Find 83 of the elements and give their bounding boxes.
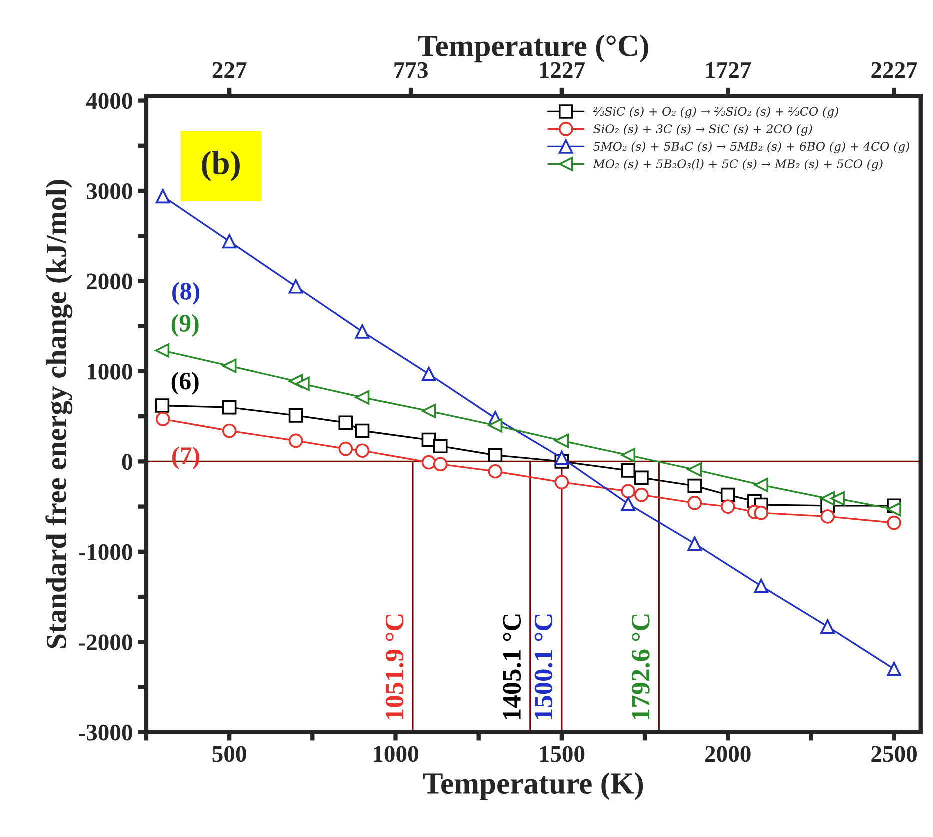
point — [155, 398, 170, 413]
point — [621, 484, 636, 499]
legend-label: SiO₂ (s) + 3C (s) → SiC (s) + 2CO (g) — [594, 124, 812, 136]
point — [222, 234, 237, 249]
x-tick-label: 2500 — [872, 746, 917, 762]
point — [754, 478, 768, 492]
x2-tick-label: 1227 — [540, 62, 585, 78]
ref-line-label: 1500.1 °C — [534, 614, 553, 720]
point — [621, 448, 636, 463]
point — [688, 536, 702, 551]
point — [488, 464, 503, 479]
x-tick-label: 2000 — [705, 746, 751, 762]
point — [288, 279, 304, 294]
point — [155, 344, 170, 358]
y-tick-label: 1000 — [88, 364, 132, 380]
point — [355, 424, 370, 438]
point — [554, 475, 570, 490]
x-tick-label: 500 — [212, 746, 246, 762]
x-tick-label: 1000 — [374, 746, 418, 762]
x2-tick-label: 1727 — [706, 62, 752, 78]
x2-tick-label: 2227 — [872, 62, 918, 78]
annotation: (b) — [202, 151, 240, 182]
point — [222, 358, 237, 374]
point — [338, 442, 354, 456]
point — [422, 455, 436, 470]
point — [222, 424, 237, 438]
point — [355, 444, 370, 458]
y-tick-label: 3000 — [86, 183, 132, 200]
legend-label: ⅔SiC (s) + O₂ (g) → ⅔SiO₂ (s) + ⅔CO (g) — [593, 106, 838, 118]
point — [688, 478, 702, 494]
point — [621, 496, 636, 512]
y-axis-title: Standard free energy change (kJ/mol) — [46, 180, 73, 648]
x-axis-title: Temperature (K) — [423, 772, 644, 800]
point — [222, 400, 237, 415]
point — [488, 418, 503, 433]
point — [422, 404, 436, 418]
x2-axis-title: Temperature (°C) — [418, 34, 648, 63]
point — [156, 412, 170, 426]
point — [296, 376, 310, 392]
point — [288, 408, 304, 423]
point — [634, 488, 649, 502]
point — [355, 324, 370, 339]
point — [433, 457, 448, 472]
legend-label: MO₂ (s) + 5B₂O₃(l) + 5C (s) → MB₂ (s) + 5CO (g) — [593, 159, 883, 171]
point — [820, 620, 835, 634]
point — [754, 506, 768, 520]
point — [554, 450, 570, 466]
point — [887, 516, 902, 530]
point — [820, 510, 835, 524]
point — [156, 189, 170, 204]
point — [887, 662, 902, 676]
y-tick-label: 0 — [122, 454, 132, 470]
point — [433, 439, 448, 454]
x-tick-label: 1500 — [540, 746, 585, 762]
ref-line-label: 1405.1 °C — [503, 614, 522, 720]
ref-line-label: 1792.6 °C — [632, 614, 650, 720]
point — [488, 448, 503, 463]
point — [338, 416, 354, 430]
y-tick-label: -1000 — [79, 544, 132, 560]
point — [720, 500, 736, 514]
y-tick-label: 2000 — [87, 274, 132, 290]
point — [688, 496, 702, 510]
legend-label: 5MO₂ (s) + 5B₄C (s) → 5MB₂ (s) + 6BO (g) + 4CO (g) — [594, 142, 910, 154]
point — [830, 492, 845, 506]
y-tick-label: -2000 — [79, 634, 132, 651]
point — [554, 434, 570, 448]
point — [288, 434, 304, 448]
point — [887, 502, 902, 517]
y-tick-label: -3000 — [79, 724, 132, 741]
annotation: (8) — [172, 282, 200, 305]
annotation: (6) — [172, 372, 199, 395]
point — [634, 470, 649, 486]
point — [422, 367, 436, 382]
ref-line-label: 1051.9 °C — [386, 614, 404, 720]
x2-tick-label: 227 — [212, 62, 247, 78]
annotation: (9) — [172, 314, 199, 338]
y-tick-label: 4000 — [86, 93, 132, 110]
point — [621, 464, 636, 478]
x2-tick-label: 773 — [394, 62, 428, 78]
point — [355, 390, 370, 405]
point — [688, 462, 702, 477]
point — [754, 579, 768, 594]
point — [720, 488, 736, 502]
